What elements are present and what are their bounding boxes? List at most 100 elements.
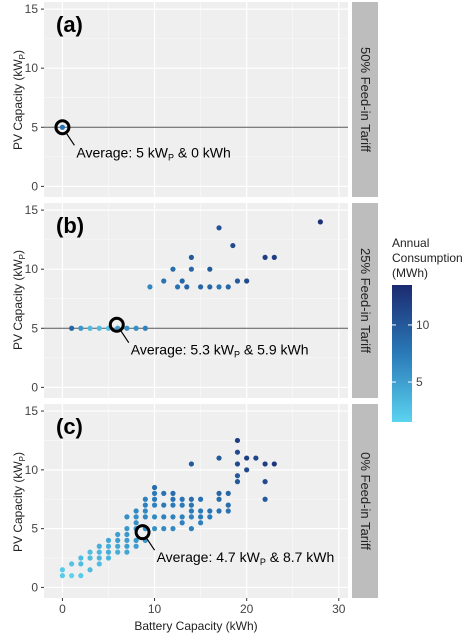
data-point — [244, 278, 250, 284]
data-point — [207, 508, 213, 514]
data-point — [133, 537, 139, 543]
average-annotation: Average: 4.7 kWP & 8.7 kWh — [157, 549, 335, 567]
data-point — [142, 502, 148, 508]
y-tick-label: 5 — [31, 321, 38, 335]
y-tick-label: 10 — [25, 61, 39, 75]
data-point — [184, 284, 190, 290]
data-point — [188, 266, 194, 272]
data-point — [147, 284, 153, 290]
data-point — [174, 284, 181, 290]
data-point — [216, 496, 222, 502]
data-point — [161, 514, 167, 520]
data-point — [207, 284, 213, 290]
panel-a: 0 5 10 15 Average: 5 kWP & 0 kWh (a) 50% Feed-… — [25, 2, 378, 197]
data-point — [179, 520, 185, 526]
data-point — [133, 514, 139, 520]
data-point — [188, 502, 194, 508]
data-point — [225, 508, 231, 514]
panel-tag: (a) — [56, 12, 83, 37]
data-point — [225, 490, 231, 496]
data-point — [124, 537, 130, 543]
data-point — [198, 520, 204, 526]
data-point — [179, 496, 185, 502]
average-annotation: Average: 5.3 kWP & 5.9 kWh — [131, 342, 309, 360]
data-point — [188, 496, 194, 502]
data-point — [59, 124, 66, 130]
data-point — [59, 573, 66, 579]
data-point — [151, 496, 158, 502]
data-point — [198, 496, 204, 502]
data-point — [170, 266, 176, 272]
y-tick-label: 0 — [31, 580, 38, 594]
data-point — [124, 531, 130, 538]
x-tick-label: 30 — [332, 602, 346, 616]
data-point — [198, 508, 204, 514]
data-point — [170, 526, 176, 532]
y-tick-label: 15 — [25, 2, 39, 16]
data-point — [225, 502, 231, 508]
data-point — [124, 514, 130, 520]
y-tick-label: 5 — [31, 522, 38, 536]
y-axis-title-main: PV Capacity (kW — [11, 59, 25, 150]
colorbar-title-line-3: (MWh) — [392, 266, 428, 280]
data-point — [216, 284, 222, 290]
data-point — [216, 225, 222, 231]
annotation-leader — [146, 537, 156, 551]
facet-strip-label: 25% Feed-in Tariff — [358, 248, 373, 353]
data-point — [142, 496, 148, 502]
data-point — [105, 543, 112, 549]
data-point — [96, 555, 102, 561]
data-point — [161, 502, 167, 508]
data-point — [234, 437, 241, 444]
data-point — [170, 490, 176, 496]
data-point — [262, 461, 268, 467]
average-marker — [108, 316, 125, 333]
data-point — [69, 561, 75, 567]
data-point — [115, 537, 121, 543]
y-tick-label: 15 — [25, 404, 39, 418]
data-point — [262, 479, 268, 485]
data-point — [105, 555, 112, 561]
data-point — [234, 479, 241, 485]
data-point — [115, 543, 121, 549]
data-point — [124, 325, 130, 331]
data-point — [179, 278, 185, 284]
data-point — [96, 543, 102, 549]
data-point — [151, 526, 158, 532]
facet-strip-label: 50% Feed-in Tariff — [358, 47, 373, 152]
y-axis-title-a: PV Capacity (kWP) — [11, 50, 27, 150]
facet-strip-label: 0% Feed-in Tariff — [358, 452, 373, 550]
data-point — [87, 325, 93, 331]
facet-strip — [352, 404, 378, 598]
data-point — [161, 278, 167, 284]
annotation-leader — [120, 330, 130, 344]
data-point — [179, 502, 185, 508]
data-point — [216, 508, 222, 514]
data-point — [96, 325, 102, 331]
panel-b: 0 5 10 15 Average: 5.3 kWP & 5.9 kWh (b) 25% F… — [25, 203, 378, 398]
data-point — [133, 543, 139, 549]
average-annotation: Average: 5 kWP & 0 kWh — [76, 144, 230, 162]
average-marker — [54, 119, 71, 136]
data-point — [59, 567, 66, 573]
data-point — [271, 254, 277, 260]
colorbar-tick-label: 10 — [416, 318, 430, 332]
colorbar-title-line-2: Consumption — [392, 251, 463, 265]
facet-strip — [352, 203, 378, 398]
data-point — [105, 549, 112, 555]
data-point — [124, 526, 130, 532]
data-point — [151, 490, 158, 496]
data-point — [151, 502, 158, 508]
data-point — [198, 514, 204, 520]
data-point — [78, 555, 84, 561]
data-point — [151, 514, 158, 520]
y-axis-title-sub: P — [18, 54, 27, 59]
data-point — [78, 325, 84, 331]
data-point — [105, 537, 112, 543]
data-point — [188, 514, 194, 520]
data-point — [69, 325, 75, 331]
data-point — [133, 508, 139, 514]
data-point — [96, 561, 102, 567]
y-tick-label: 5 — [31, 120, 38, 134]
data-point — [69, 573, 75, 579]
